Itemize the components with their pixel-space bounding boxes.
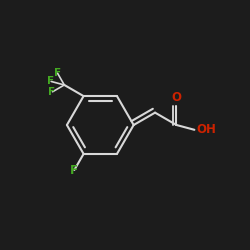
Text: O: O bbox=[172, 92, 181, 104]
Text: F: F bbox=[54, 68, 61, 78]
Text: F: F bbox=[47, 76, 54, 86]
Text: OH: OH bbox=[196, 123, 216, 136]
Text: F: F bbox=[70, 164, 78, 177]
Text: F: F bbox=[48, 87, 56, 97]
